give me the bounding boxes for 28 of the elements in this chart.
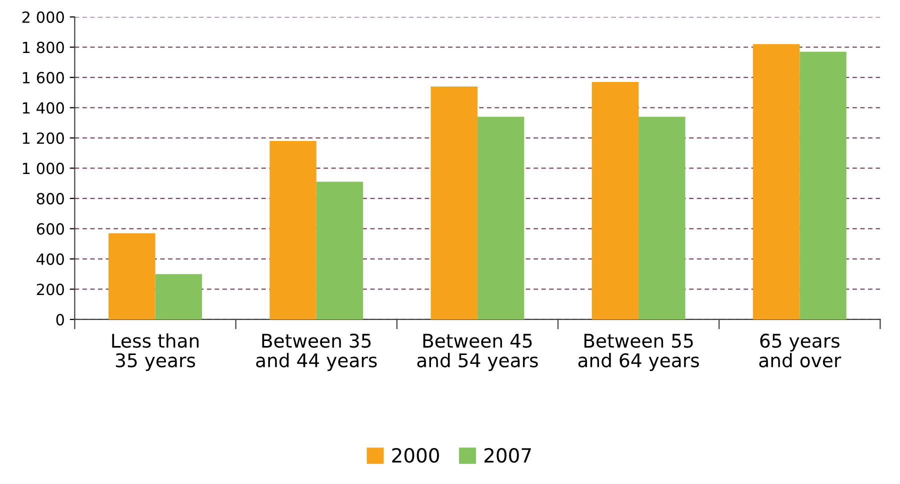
y-tick-label: 1 800	[22, 42, 64, 54]
y-tick-label: 200	[36, 284, 64, 296]
bar	[316, 182, 364, 320]
x-tick-label: Less than 35 years	[112, 333, 199, 372]
x-tick-label: 65 years and over	[759, 334, 842, 368]
bar	[270, 140, 316, 320]
bar	[592, 82, 639, 320]
y-tick-label: 400	[36, 253, 64, 265]
y-tick-label: 2 000	[22, 11, 64, 23]
bar	[477, 116, 524, 320]
x-tick-label: Between 45 and 54 years	[417, 334, 538, 372]
y-tick-label: 1 200	[22, 132, 64, 144]
bar	[752, 44, 800, 320]
legend-label: 2007	[484, 448, 531, 463]
y-tick-label: 800	[36, 192, 64, 204]
bar	[638, 116, 686, 320]
y-tick-label: 1 000	[22, 162, 64, 174]
x-tick-label: Between 55 and 64 years	[578, 334, 699, 372]
bar	[800, 52, 846, 320]
y-tick-label: 0	[56, 314, 64, 326]
bar	[155, 274, 202, 320]
y-tick-label: 1 600	[22, 72, 64, 84]
x-tick-label: Between 35 and 44 years	[256, 334, 377, 372]
y-tick-label: 600	[36, 223, 64, 235]
legend-label: 2000	[392, 448, 439, 463]
y-tick-label: 1 400	[22, 102, 64, 114]
bar	[108, 233, 156, 320]
bar	[430, 86, 478, 320]
